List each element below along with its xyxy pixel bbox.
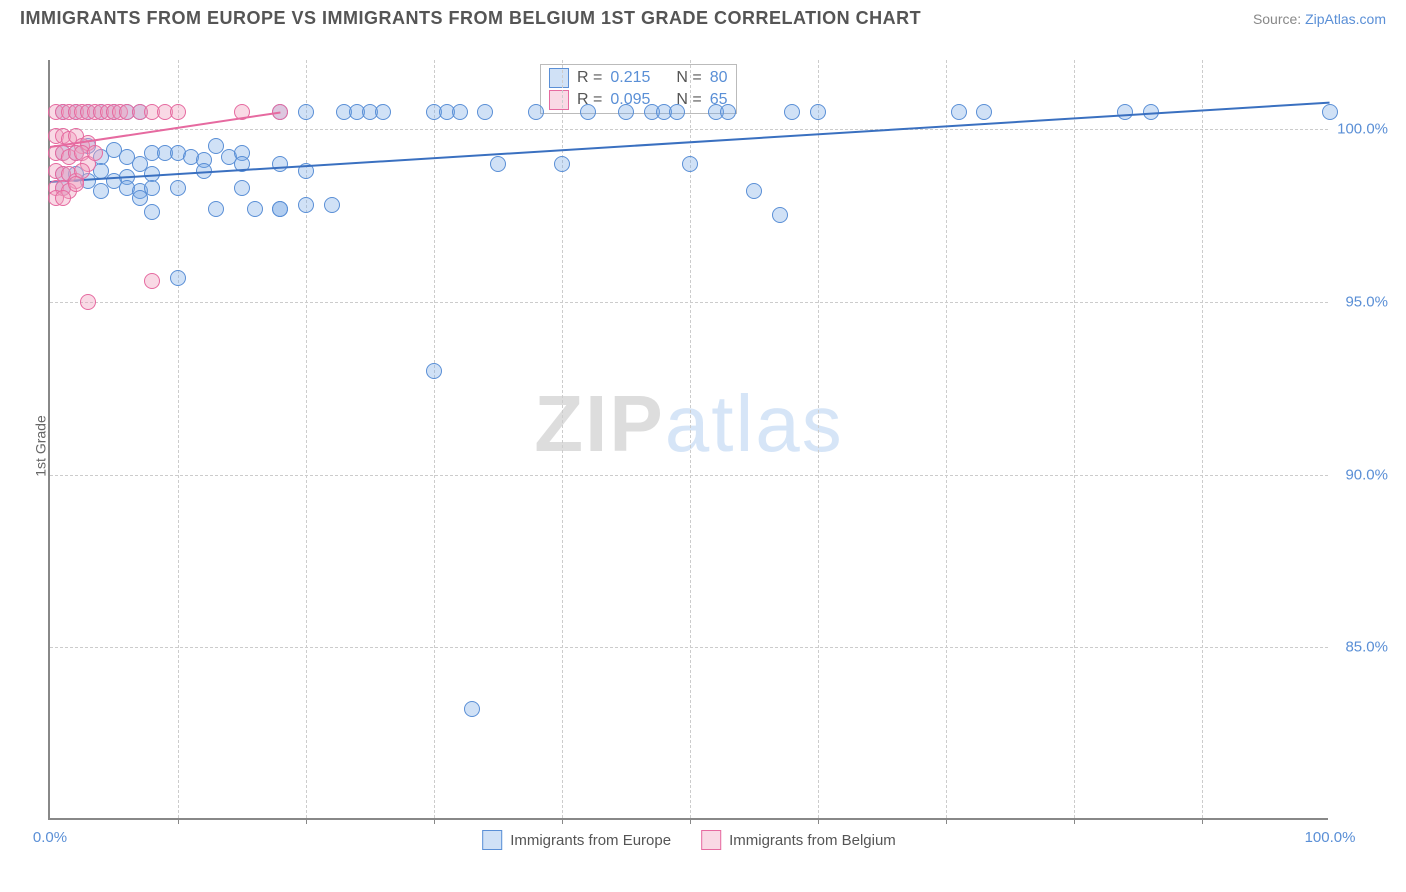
scatter-point-europe — [375, 104, 391, 120]
source-attribution: Source: ZipAtlas.com — [1253, 11, 1386, 27]
scatter-point-europe — [298, 104, 314, 120]
scatter-point-belgium — [144, 273, 160, 289]
xtick-mark — [1202, 818, 1203, 824]
scatter-point-europe — [234, 180, 250, 196]
r-value-europe: 0.215 — [610, 69, 650, 87]
xtick-mark — [1074, 818, 1075, 824]
scatter-point-belgium — [68, 176, 84, 192]
scatter-point-europe — [618, 104, 634, 120]
scatter-point-europe — [772, 207, 788, 223]
xtick-mark — [946, 818, 947, 824]
stats-row-europe: R = 0.215 N = 80 — [549, 68, 728, 88]
scatter-point-europe — [1117, 104, 1133, 120]
xtick-label: 100.0% — [1305, 829, 1356, 846]
gridline-v — [946, 60, 947, 818]
scatter-point-europe — [132, 190, 148, 206]
gridline-v — [690, 60, 691, 818]
swatch-europe-icon — [549, 68, 569, 88]
scatter-point-europe — [682, 156, 698, 172]
scatter-point-europe — [554, 156, 570, 172]
scatter-point-europe — [272, 156, 288, 172]
xtick-mark — [178, 818, 179, 824]
scatter-point-europe — [976, 104, 992, 120]
ytick-label: 90.0% — [1333, 466, 1388, 483]
legend-label-belgium: Immigrants from Belgium — [729, 832, 896, 849]
scatter-point-europe — [324, 197, 340, 213]
watermark-zip: ZIP — [534, 379, 664, 468]
gridline-v — [1074, 60, 1075, 818]
y-axis-label: 1st Grade — [33, 415, 49, 476]
gridline-v — [434, 60, 435, 818]
xtick-label: 0.0% — [33, 829, 67, 846]
scatter-point-europe — [951, 104, 967, 120]
scatter-point-belgium — [55, 190, 71, 206]
gridline-v — [562, 60, 563, 818]
scatter-point-europe — [810, 104, 826, 120]
header: IMMIGRANTS FROM EUROPE VS IMMIGRANTS FRO… — [0, 0, 1406, 37]
swatch-belgium-icon — [549, 90, 569, 110]
scatter-point-europe — [272, 201, 288, 217]
scatter-point-europe — [144, 204, 160, 220]
scatter-point-europe — [170, 180, 186, 196]
plot-area: ZIPatlas R = 0.215 N = 80 R = 0.095 N = … — [48, 60, 1328, 820]
scatter-point-belgium — [170, 104, 186, 120]
legend-swatch-belgium-icon — [701, 830, 721, 850]
scatter-point-europe — [720, 104, 736, 120]
scatter-point-europe — [669, 104, 685, 120]
watermark-atlas: atlas — [665, 379, 844, 468]
xtick-mark — [818, 818, 819, 824]
ytick-label: 95.0% — [1333, 293, 1388, 310]
scatter-point-europe — [93, 183, 109, 199]
source-label: Source: — [1253, 11, 1301, 27]
scatter-point-belgium — [87, 145, 103, 161]
chart-container: ZIPatlas R = 0.215 N = 80 R = 0.095 N = … — [48, 50, 1368, 820]
bottom-legend: Immigrants from Europe Immigrants from B… — [482, 830, 896, 850]
r-label: R = — [577, 69, 602, 87]
scatter-point-europe — [580, 104, 596, 120]
scatter-point-europe — [208, 201, 224, 217]
scatter-point-europe — [477, 104, 493, 120]
xtick-mark — [434, 818, 435, 824]
legend-swatch-europe-icon — [482, 830, 502, 850]
gridline-h — [50, 475, 1328, 476]
xtick-mark — [690, 818, 691, 824]
xtick-mark — [562, 818, 563, 824]
gridline-v — [1202, 60, 1203, 818]
stats-row-belgium: R = 0.095 N = 65 — [549, 90, 728, 110]
legend-item-belgium: Immigrants from Belgium — [701, 830, 896, 850]
ytick-label: 85.0% — [1333, 639, 1388, 656]
gridline-h — [50, 302, 1328, 303]
scatter-point-europe — [298, 197, 314, 213]
gridline-h — [50, 647, 1328, 648]
scatter-point-europe — [746, 183, 762, 199]
scatter-point-europe — [1322, 104, 1338, 120]
watermark: ZIPatlas — [534, 378, 843, 470]
xtick-mark — [306, 818, 307, 824]
gridline-v — [818, 60, 819, 818]
scatter-point-europe — [426, 363, 442, 379]
n-value-europe: 80 — [710, 69, 728, 87]
gridline-h — [50, 129, 1328, 130]
legend-item-europe: Immigrants from Europe — [482, 830, 671, 850]
chart-title: IMMIGRANTS FROM EUROPE VS IMMIGRANTS FRO… — [20, 8, 921, 29]
stats-legend: R = 0.215 N = 80 R = 0.095 N = 65 — [540, 64, 737, 114]
scatter-point-europe — [490, 156, 506, 172]
scatter-point-europe — [528, 104, 544, 120]
scatter-point-europe — [247, 201, 263, 217]
scatter-point-europe — [784, 104, 800, 120]
ytick-label: 100.0% — [1333, 121, 1388, 138]
scatter-point-europe — [144, 180, 160, 196]
scatter-point-europe — [452, 104, 468, 120]
source-link[interactable]: ZipAtlas.com — [1305, 11, 1386, 27]
scatter-point-europe — [464, 701, 480, 717]
scatter-point-europe — [170, 270, 186, 286]
scatter-point-belgium — [80, 294, 96, 310]
legend-label-europe: Immigrants from Europe — [510, 832, 671, 849]
